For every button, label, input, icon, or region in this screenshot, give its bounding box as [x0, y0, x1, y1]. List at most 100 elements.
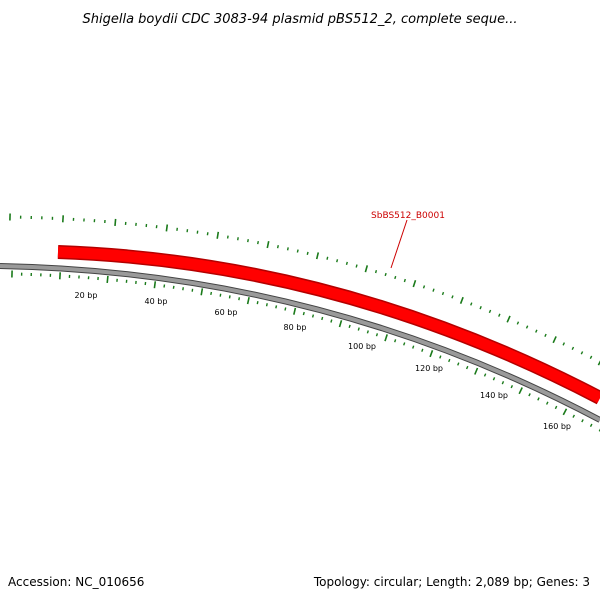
- outer-major-tick: [266, 241, 270, 249]
- outer-major-tick: [315, 252, 320, 260]
- inner-minor-tick: [163, 284, 166, 288]
- inner-minor-tick: [330, 319, 333, 323]
- inner-minor-tick: [457, 362, 460, 366]
- outer-minor-tick: [403, 278, 406, 283]
- inner-minor-tick: [275, 305, 278, 309]
- outer-tick-track: [9, 213, 600, 366]
- inner-minor-tick: [172, 285, 175, 289]
- outer-minor-tick: [355, 264, 358, 268]
- inner-major-tick: [518, 387, 523, 395]
- inner-major-tick: [106, 275, 109, 283]
- outer-minor-tick: [479, 306, 482, 310]
- inner-minor-tick: [210, 291, 213, 296]
- inner-minor-tick: [537, 397, 540, 401]
- inner-minor-tick: [182, 287, 184, 291]
- outer-major-tick: [165, 224, 169, 232]
- outer-major-tick: [114, 218, 117, 226]
- inner-tick-track: [11, 270, 600, 432]
- inner-minor-tick: [501, 381, 505, 385]
- inner-minor-tick: [375, 333, 379, 337]
- outer-major-tick: [552, 336, 557, 344]
- inner-major-tick: [338, 320, 343, 328]
- outer-minor-tick: [544, 333, 547, 337]
- map-title: Shigella boydii CDC 3083-94 plasmid pBS5…: [83, 12, 518, 27]
- tick-label-60: 60 bp: [215, 308, 238, 317]
- inner-minor-tick: [589, 423, 593, 428]
- outer-minor-tick: [589, 355, 593, 360]
- gene-label[interactable]: SbBS512_B0001: [371, 211, 445, 221]
- inner-minor-tick: [256, 301, 259, 305]
- outer-minor-tick: [525, 325, 529, 329]
- inner-major-tick: [562, 408, 568, 416]
- inner-minor-tick: [581, 419, 584, 423]
- outer-minor-tick: [237, 237, 239, 241]
- outer-major-tick: [364, 265, 369, 273]
- tick-label-40: 40 bp: [145, 297, 168, 306]
- inner-major-tick: [429, 350, 434, 358]
- tick-label-140: 140 bp: [480, 391, 508, 400]
- inner-minor-tick: [284, 307, 287, 311]
- outer-minor-tick: [535, 329, 538, 333]
- outer-minor-tick: [580, 351, 584, 355]
- outer-major-tick: [459, 296, 464, 304]
- outer-minor-tick: [441, 291, 445, 296]
- inner-major-tick: [384, 334, 388, 342]
- inner-minor-tick: [528, 393, 531, 397]
- inner-minor-tick: [483, 373, 487, 377]
- accession-label: Accession: NC_010656: [8, 575, 144, 589]
- outer-minor-tick: [451, 295, 454, 299]
- outer-minor-tick: [247, 239, 249, 243]
- inner-minor-tick: [572, 414, 576, 418]
- outer-major-tick: [216, 231, 220, 239]
- backbone-arc: [0, 264, 600, 422]
- inner-minor-tick: [265, 303, 268, 307]
- inner-minor-tick: [439, 355, 442, 359]
- gene-arc[interactable]: [57, 246, 600, 403]
- inner-minor-tick: [403, 342, 406, 346]
- outer-minor-tick: [345, 261, 348, 265]
- outer-minor-tick: [498, 313, 501, 317]
- outer-minor-tick: [326, 256, 329, 260]
- inner-major-tick: [474, 367, 479, 375]
- outer-minor-tick: [470, 302, 473, 306]
- outer-minor-tick: [206, 232, 209, 236]
- inner-minor-tick: [412, 345, 415, 349]
- outer-minor-tick: [286, 247, 289, 251]
- inner-minor-tick: [510, 385, 514, 389]
- inner-minor-tick: [366, 330, 369, 334]
- outer-minor-tick: [384, 272, 387, 277]
- outer-minor-tick: [488, 309, 492, 314]
- inner-minor-tick: [357, 327, 360, 331]
- outer-minor-tick: [374, 270, 378, 274]
- outer-minor-tick: [422, 285, 426, 289]
- inner-major-tick: [153, 281, 157, 289]
- outer-minor-tick: [571, 346, 575, 351]
- inner-minor-tick: [545, 401, 549, 405]
- inner-major-tick: [200, 288, 204, 296]
- summary-label: Topology: circular; Length: 2,089 bp; Ge…: [313, 575, 590, 589]
- outer-minor-tick: [226, 235, 229, 239]
- inner-minor-tick: [302, 311, 305, 316]
- inner-minor-tick: [448, 358, 451, 363]
- tick-label-100: 100 bp: [348, 342, 376, 351]
- inner-major-tick: [293, 307, 297, 315]
- inner-minor-tick: [421, 348, 424, 352]
- outer-minor-tick: [562, 342, 566, 346]
- inner-minor-tick: [394, 339, 397, 343]
- gene-label-leader: [390, 219, 408, 269]
- inner-minor-tick: [465, 365, 469, 370]
- outer-major-tick: [412, 280, 417, 288]
- tick-label-80: 80 bp: [284, 323, 307, 332]
- outer-minor-tick: [306, 251, 309, 255]
- outer-minor-tick: [336, 259, 339, 263]
- inner-minor-tick: [554, 405, 558, 410]
- outer-minor-tick: [394, 275, 397, 280]
- tick-label-120: 120 bp: [415, 364, 443, 373]
- inner-minor-tick: [492, 377, 496, 381]
- inner-minor-tick: [321, 316, 324, 321]
- inner-minor-tick: [228, 295, 231, 299]
- outer-minor-tick: [257, 240, 259, 245]
- tick-label-20: 20 bp: [75, 291, 98, 300]
- inner-minor-tick: [238, 297, 241, 301]
